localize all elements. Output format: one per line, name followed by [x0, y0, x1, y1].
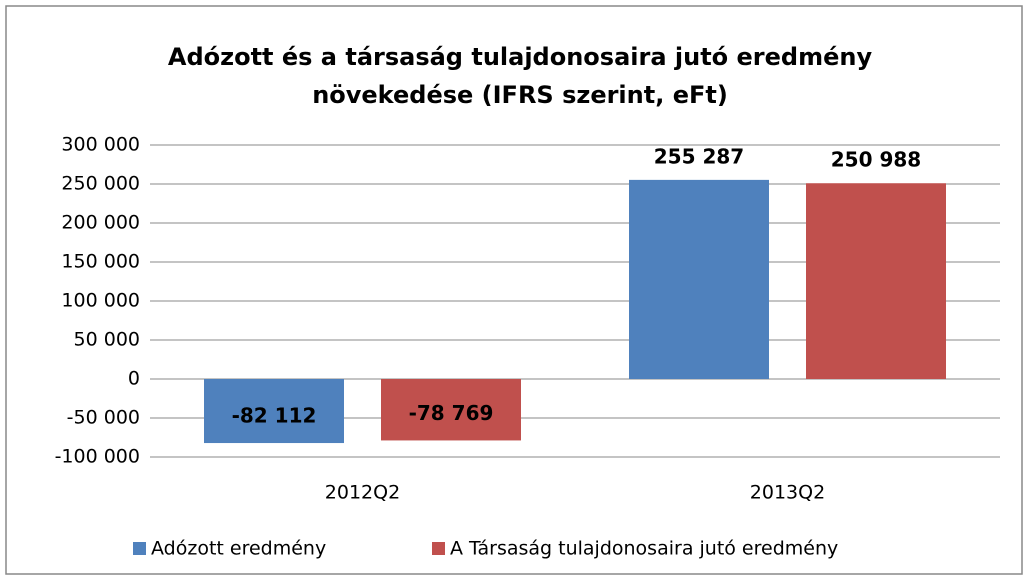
legend-label: Adózott eredmény	[151, 538, 326, 560]
value-label: 250 988	[831, 148, 921, 172]
x-tick-label: 2013Q2	[750, 482, 825, 504]
x-tick-label: 2012Q2	[325, 482, 400, 504]
y-tick-label: 250 000	[61, 173, 140, 195]
bar	[629, 179, 769, 379]
legend-swatch	[432, 542, 445, 555]
legend-swatch	[133, 542, 146, 555]
value-label: -82 112	[232, 404, 317, 428]
chart-title: növekedése (IFRS szerint, eFt)	[312, 81, 728, 109]
bar	[806, 183, 946, 379]
value-label: -78 769	[409, 401, 494, 425]
y-tick-label: 200 000	[61, 212, 140, 234]
y-tick-label: 150 000	[61, 251, 140, 273]
value-label: 255 287	[654, 144, 744, 168]
legend-label: A Társaság tulajdonosaira jutó eredmény	[450, 538, 838, 560]
y-tick-label: 100 000	[61, 290, 140, 312]
bar	[204, 379, 344, 444]
y-tick-label: -100 000	[55, 446, 140, 468]
y-tick-label: 300 000	[61, 134, 140, 156]
chart-title: Adózott és a társaság tulajdonosaira jut…	[168, 43, 873, 71]
bar	[381, 379, 521, 441]
y-tick-label: 50 000	[74, 329, 140, 351]
y-tick-label: -50 000	[67, 407, 140, 429]
y-tick-label: 0	[128, 368, 140, 390]
